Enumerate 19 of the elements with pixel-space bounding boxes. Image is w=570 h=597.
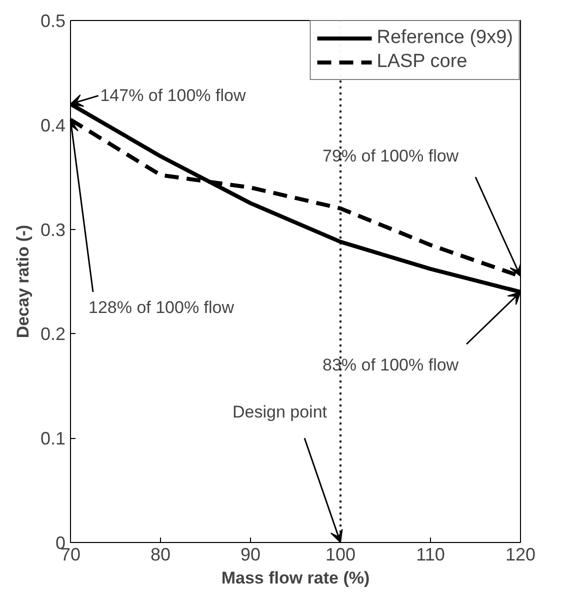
x-tick-label: 110	[416, 544, 445, 564]
annotation: Design point	[232, 402, 328, 422]
legend-label: Reference (9x9)	[376, 27, 513, 49]
y-tick-label: 0.1	[40, 428, 66, 449]
y-tick-label: 0.4	[40, 115, 66, 136]
y-tick-label: 0.5	[40, 11, 66, 31]
annotation: 79% of 100% flow	[322, 146, 460, 166]
legend-label: LASP core	[376, 51, 468, 73]
y-tick-label: 0.3	[40, 220, 66, 240]
y-axis-title: Decay ratio (-)	[13, 224, 32, 338]
y-tick-label: 0.2	[40, 324, 66, 344]
x-tick-label: 90	[240, 544, 261, 564]
x-tick-label: 120	[505, 544, 536, 564]
x-axis-title: Mass flow rate (%)	[221, 568, 370, 588]
x-tick-label: 80	[150, 544, 171, 564]
annotation: 83% of 100% flow	[322, 356, 460, 375]
x-tick-label: 100	[325, 544, 356, 564]
annotation: 128% of 100% flow	[88, 298, 235, 318]
annotation: 147% of 100% flow	[100, 86, 246, 106]
